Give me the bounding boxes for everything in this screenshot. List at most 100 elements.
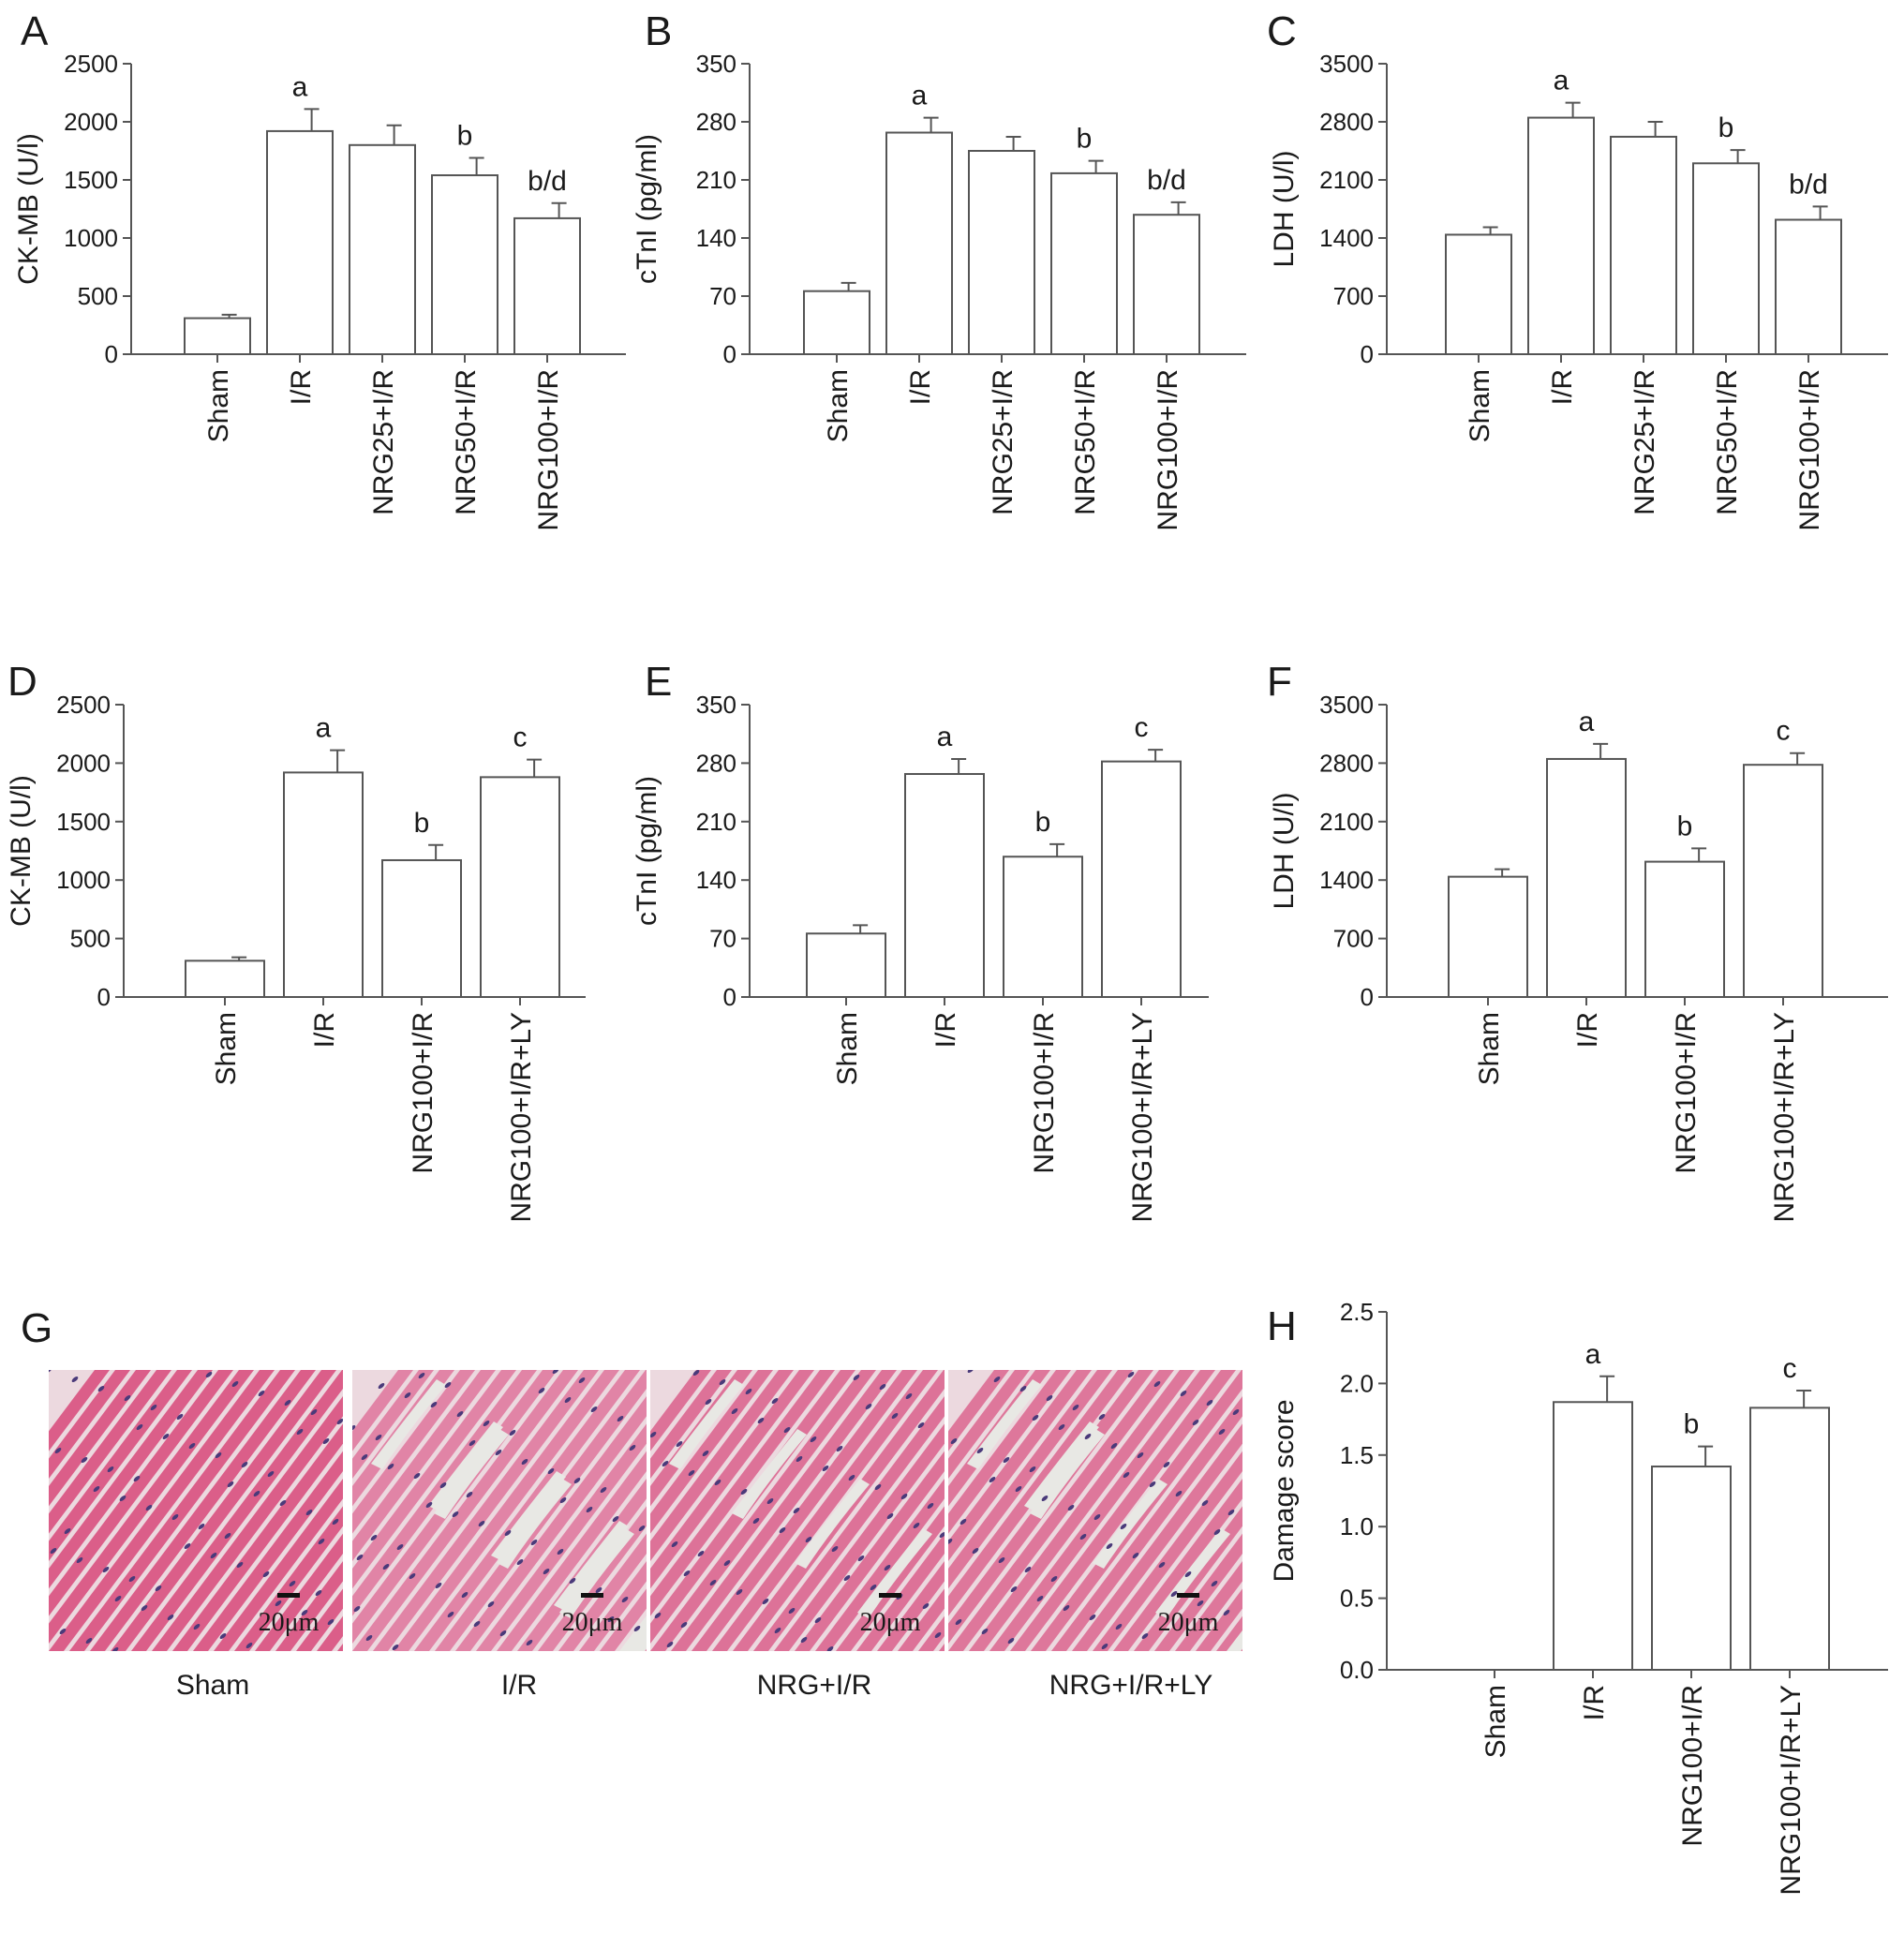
muscle-fibre	[394, 1370, 619, 1651]
nucleus	[709, 1580, 717, 1585]
bar	[283, 771, 364, 998]
nucleus	[1010, 1586, 1018, 1592]
category-label: NRG100+I/R+LY	[1127, 1012, 1158, 1223]
muscle-fibre	[650, 1370, 835, 1616]
nucleus	[886, 1513, 894, 1519]
nucleus	[1058, 1424, 1065, 1430]
scale-bar-label: 20μm	[860, 1608, 921, 1637]
bar	[968, 150, 1035, 355]
significance-label: a	[316, 713, 332, 744]
y-tick-label: 280	[696, 749, 736, 777]
nucleus	[736, 1589, 743, 1595]
nucleus	[483, 1421, 490, 1426]
nucleus	[1098, 1414, 1106, 1420]
nucleus	[676, 1441, 683, 1447]
nucleus	[1137, 1452, 1144, 1458]
nucleus	[176, 1414, 184, 1420]
y-tick-label: 70	[709, 925, 736, 953]
tissue-gap	[371, 1379, 446, 1469]
nucleus	[205, 1372, 213, 1377]
nucleus	[917, 1422, 925, 1428]
nucleus	[705, 1399, 712, 1405]
nucleus	[662, 1461, 669, 1466]
nucleus	[236, 1562, 244, 1568]
bar	[1775, 218, 1842, 355]
muscle-fibre	[49, 1370, 275, 1651]
category-label: Sham	[203, 369, 234, 442]
chart-panel-d: D 0 500 1000 1500 2000 2500 CK-MB (U/l) Sham I/R a…	[6, 659, 586, 1223]
muscle-fibre	[650, 1370, 876, 1651]
muscle-fibre	[1113, 1479, 1242, 1651]
nucleus	[1032, 1415, 1039, 1421]
nucleus	[215, 1452, 222, 1458]
y-tick-label: 2.0	[1340, 1369, 1374, 1397]
nucleus	[922, 1603, 930, 1609]
significance-label: a	[1554, 66, 1569, 97]
nucleus	[1046, 1395, 1053, 1401]
nucleus	[404, 1392, 411, 1398]
nucleus	[757, 1418, 765, 1423]
nucleus	[1141, 1633, 1149, 1639]
nucleus	[600, 1487, 607, 1493]
category-label: I/R	[1579, 1685, 1610, 1720]
nucleus	[413, 1473, 421, 1479]
category-label: I/R	[905, 369, 936, 405]
nucleus	[814, 1617, 822, 1623]
y-tick-label: 1000	[56, 866, 111, 894]
y-tick-label: 1000	[64, 224, 118, 252]
category-label: NRG100+I/R+LY	[506, 1012, 537, 1223]
category-label: NRG100+I/R+LY	[1769, 1012, 1800, 1223]
nucleus	[1063, 1605, 1070, 1611]
nucleus	[145, 1505, 153, 1511]
nucleus	[1184, 1571, 1192, 1577]
nucleus	[573, 1478, 581, 1483]
nucleus	[788, 1608, 796, 1614]
nucleus	[155, 1585, 162, 1591]
tissue-gap	[795, 1479, 870, 1569]
y-axis-label: cTnI (pg/ml)	[632, 776, 662, 926]
significance-label: b	[414, 808, 430, 839]
y-tick-label: 3500	[1319, 691, 1374, 719]
y-tick-label: 1.0	[1340, 1512, 1374, 1541]
nucleus	[552, 1370, 559, 1374]
significance-label: a	[292, 71, 308, 102]
nucleus	[884, 1565, 891, 1570]
category-label: I/R	[286, 369, 317, 405]
muscle-fibre	[255, 1533, 343, 1651]
y-tick-label: 700	[1333, 282, 1374, 310]
muscle-fibre	[497, 1451, 647, 1651]
nucleus	[365, 1635, 373, 1641]
tissue-gap	[428, 1421, 503, 1511]
nucleus	[76, 1557, 83, 1563]
nucleus	[227, 1481, 234, 1487]
muscle-fibre	[969, 1370, 1195, 1651]
category-label: I/R	[309, 1012, 340, 1048]
nucleus	[805, 1537, 812, 1542]
nucleus	[998, 1557, 1005, 1563]
category-label: Sham	[1474, 1012, 1505, 1085]
nucleus	[1149, 1481, 1156, 1487]
muscle-fibre	[352, 1370, 558, 1644]
muscle-fibre	[152, 1396, 343, 1651]
chart-panel-e: E 0 70 140 210 280 350 cTnI (pg/ml) Sham I/R a NRG1…	[632, 659, 1209, 1223]
tissue-gap	[619, 1615, 647, 1651]
nucleus	[136, 1424, 143, 1430]
category-label: NRG100+I/R	[1677, 1685, 1708, 1847]
nucleus	[714, 1480, 721, 1485]
muscle-fibre	[1196, 1588, 1242, 1651]
scale-bar-label: 20μm	[562, 1608, 623, 1637]
y-tick-label: 1400	[1319, 866, 1374, 894]
nucleus	[590, 1407, 598, 1412]
nucleus	[857, 1555, 865, 1561]
muscle-fibre	[352, 1370, 413, 1451]
nucleus	[396, 1544, 404, 1550]
nucleus	[538, 1388, 545, 1393]
y-tick-label: 1500	[64, 166, 118, 194]
bar	[1610, 135, 1677, 355]
y-tick-label: 1500	[56, 808, 111, 836]
nucleus	[1123, 1472, 1130, 1478]
nucleus	[509, 1430, 516, 1436]
nucleus	[1024, 1567, 1032, 1572]
nucleus	[745, 1389, 752, 1394]
tissue-gap	[857, 1528, 932, 1618]
